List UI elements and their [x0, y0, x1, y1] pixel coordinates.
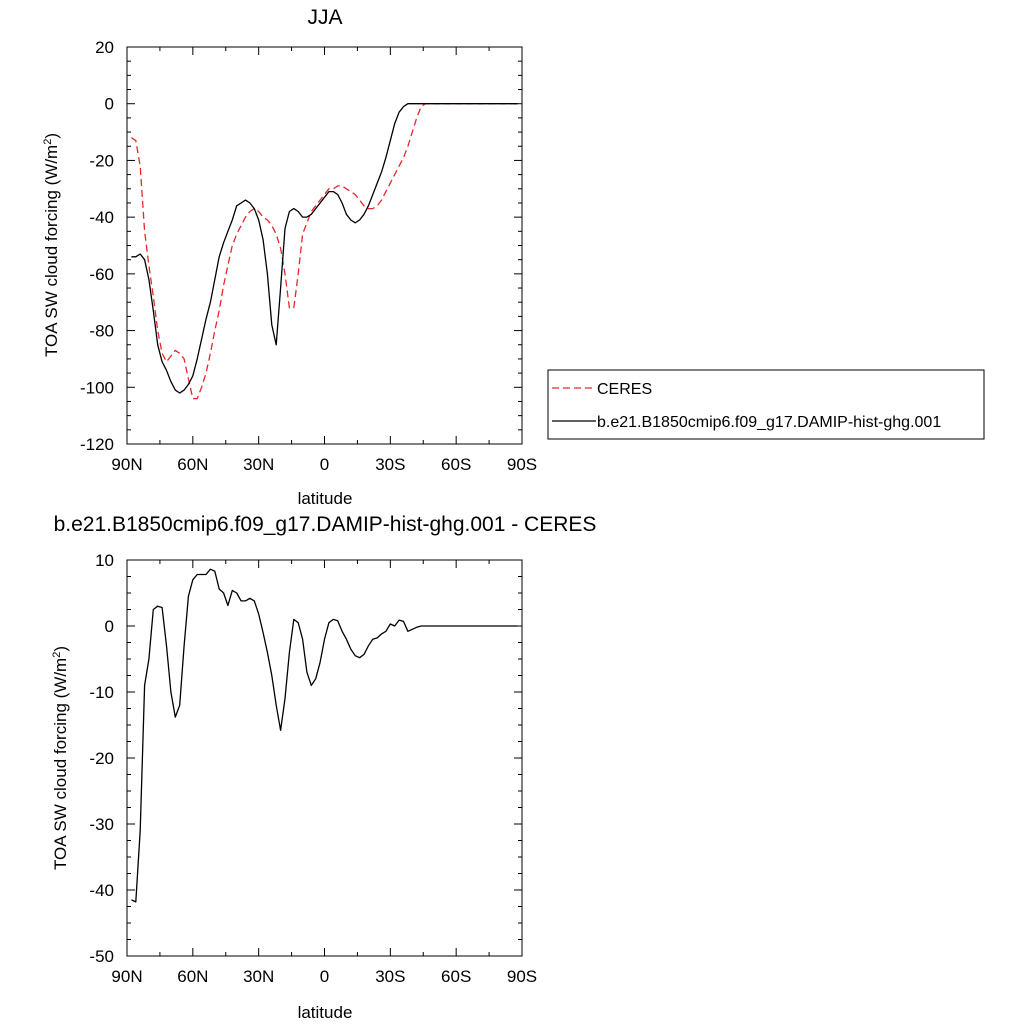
- top-xtick-label: 30N: [243, 455, 274, 474]
- top-axis-ticks: 90N 60N 30N 0 30S 60S 90S 20 0 -20 -40 -60 -80 -100 -1…: [80, 38, 537, 474]
- legend: CERES b.e21.B1850cmip6.f09_g17.DAMIP-his…: [547, 369, 985, 440]
- bottom-xtick-label: 30S: [375, 967, 405, 986]
- top-ytick-label: -60: [89, 265, 114, 284]
- top-panel: JJA 90N 60N 30N 0 30S 60S 90S 20 0 -20 -40 -60 -80 -1…: [42, 6, 985, 508]
- bottom-xtick-label: 90S: [507, 967, 537, 986]
- top-xtick-label: 0: [320, 455, 329, 474]
- top-ytick-label: -100: [80, 378, 114, 397]
- legend-box: [547, 369, 985, 440]
- bottom-ytick-label: -30: [89, 815, 114, 834]
- bottom-ytick-label: -20: [89, 749, 114, 768]
- bottom-panel: b.e21.B1850cmip6.f09_g17.DAMIP-hist-ghg.…: [51, 513, 596, 1022]
- bottom-ytick-label: -40: [89, 881, 114, 900]
- top-ytick-label: -120: [80, 435, 114, 454]
- top-ytick-label: -80: [89, 322, 114, 341]
- top-xtick-label: 60N: [177, 455, 208, 474]
- bottom-xtick-label: 60S: [441, 967, 471, 986]
- legend-label-model: b.e21.B1850cmip6.f09_g17.DAMIP-hist-ghg.…: [597, 414, 941, 431]
- top-xtick-label: 60S: [441, 455, 471, 474]
- bottom-chart-title: b.e21.B1850cmip6.f09_g17.DAMIP-hist-ghg.…: [54, 513, 597, 536]
- bottom-ytick-label: -50: [89, 947, 114, 966]
- top-xtick-label: 90S: [507, 455, 537, 474]
- top-xaxis-label: latitude: [298, 489, 353, 508]
- bottom-series-line-0: [131, 568, 518, 903]
- bottom-yaxis-label: TOA SW cloud forcing (W/m2): [51, 646, 70, 870]
- bottom-ytick-label: 0: [105, 617, 114, 636]
- top-ytick-label: 0: [105, 95, 114, 114]
- top-ytick-label: -40: [89, 208, 114, 227]
- top-series-line-0: [131, 103, 518, 400]
- bottom-xaxis-label: latitude: [298, 1003, 353, 1022]
- bottom-plot-marks: [131, 568, 518, 903]
- bottom-ytick-label: 10: [95, 551, 114, 570]
- top-ytick-label: -20: [89, 151, 114, 170]
- top-xtick-label: 30S: [375, 455, 405, 474]
- bottom-ytick-label: -10: [89, 683, 114, 702]
- top-series-line-1: [131, 103, 518, 394]
- bottom-xtick-label: 90N: [111, 967, 142, 986]
- legend-label-ceres: CERES: [597, 381, 652, 398]
- bottom-xtick-label: 30N: [243, 967, 274, 986]
- bottom-xtick-label: 0: [320, 967, 329, 986]
- top-yaxis-label: TOA SW cloud forcing (W/m2): [42, 133, 61, 357]
- bottom-axis-ticks: 90N 60N 30N 0 30S 60S 90S 10 0 -10 -20 -30 -40 -50: [89, 551, 537, 986]
- top-plot-marks: [131, 103, 518, 400]
- bottom-xtick-label: 60N: [177, 967, 208, 986]
- top-plot-frame: [126, 46, 523, 445]
- top-chart-title: JJA: [307, 6, 342, 29]
- top-xtick-label: 90N: [111, 455, 142, 474]
- top-ytick-label: 20: [95, 38, 114, 57]
